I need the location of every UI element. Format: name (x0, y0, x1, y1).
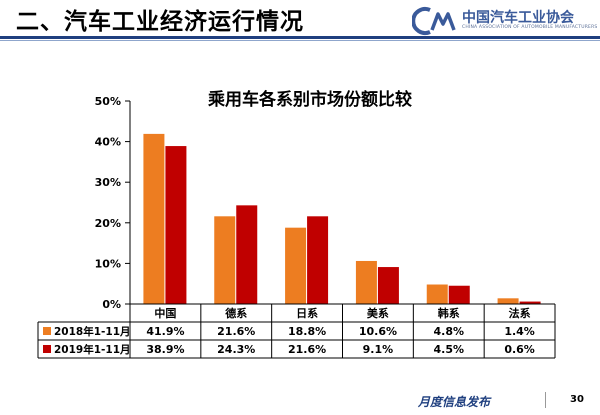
y-tick-label: 20% (95, 217, 121, 230)
logo: 中国汽车工业协会 CHINA ASSOCIATION OF AUTOMOBILE… (412, 6, 598, 36)
data-label: 4.5% (433, 343, 464, 356)
page-number: 30 (570, 394, 584, 405)
x-category-label: 日系 (296, 306, 318, 320)
data-label: 24.3% (217, 343, 255, 356)
logo-subtext: CHINA ASSOCIATION OF AUTOMOBILE MANUFACT… (462, 25, 598, 30)
chart-title: 乘用车各系别市场份额比较 (207, 89, 412, 110)
bar-series1 (497, 298, 519, 304)
bar-series2 (377, 267, 399, 304)
data-label: 18.8% (288, 325, 326, 338)
y-tick-label: 50% (95, 95, 121, 108)
data-label: 41.9% (146, 325, 184, 338)
bar-series2 (519, 301, 541, 304)
x-category-label: 法系 (509, 306, 531, 320)
slide-title: 二、汽车工业经济运行情况 (16, 9, 304, 35)
bar-series1 (214, 216, 236, 304)
legend-label: 2018年1-11月 (54, 325, 131, 338)
y-tick-label: 30% (95, 176, 121, 189)
footer-rule (545, 392, 546, 408)
bar-series2 (165, 146, 187, 304)
data-label: 4.8% (433, 325, 464, 338)
x-category-label: 韩系 (438, 306, 460, 320)
y-tick-label: 40% (95, 136, 121, 149)
data-label: 0.6% (504, 343, 535, 356)
logo-text: 中国汽车工业协会 (462, 10, 574, 26)
logo-mark-icon (412, 7, 456, 35)
bar-series1 (143, 133, 165, 304)
y-tick-label: 0% (102, 298, 121, 311)
header-rule (0, 36, 600, 39)
legend-swatch (43, 345, 51, 353)
bar-series1 (285, 227, 307, 304)
bar-series1 (426, 284, 448, 304)
market-share-chart: 乘用车各系别市场份额比较 0% 10% 20% 30% 40% 50% 中国 德系 日系 美系 韩系 法… (37, 89, 556, 359)
legend-label: 2019年1-11月 (54, 343, 131, 356)
data-label: 21.6% (288, 343, 326, 356)
bar-series2 (448, 285, 470, 304)
header-rule-thin (0, 40, 600, 41)
bar-series2 (307, 216, 329, 304)
data-label: 21.6% (217, 325, 255, 338)
x-category-label: 中国 (154, 306, 176, 320)
bar-series2 (236, 205, 258, 304)
data-label: 1.4% (504, 325, 535, 338)
data-label: 10.6% (359, 325, 397, 338)
bar-series1 (355, 260, 377, 304)
y-tick-label: 10% (95, 257, 121, 270)
data-label: 9.1% (363, 343, 394, 356)
data-label: 38.9% (146, 343, 184, 356)
footer-text: 月度信息发布 (418, 395, 491, 409)
legend-swatch (43, 327, 51, 335)
x-category-label: 美系 (367, 306, 389, 320)
x-category-label: 德系 (224, 306, 247, 320)
